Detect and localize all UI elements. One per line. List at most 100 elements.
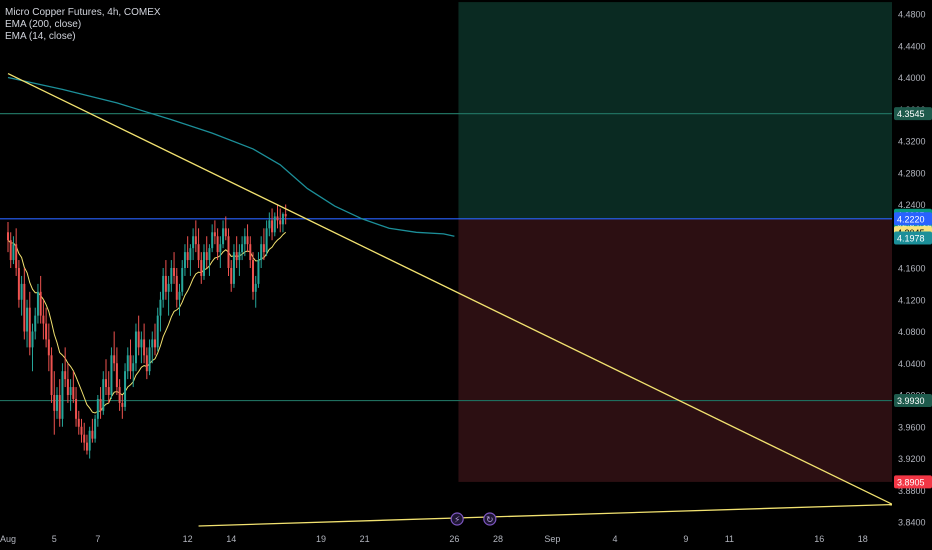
- candle-body: [96, 398, 99, 419]
- candle-body: [110, 355, 113, 395]
- candle-body: [252, 260, 254, 292]
- candle-body: [265, 228, 268, 253]
- candle-body: [36, 291, 39, 316]
- candle-body: [213, 232, 216, 237]
- candle-body: [77, 418, 80, 427]
- candle-body: [181, 268, 184, 292]
- x-tick-label: 16: [814, 534, 824, 544]
- loss-zone: [458, 218, 892, 482]
- y-tick-label: 4.3200: [898, 137, 926, 147]
- candle-body: [219, 244, 222, 253]
- candle-body: [222, 228, 225, 245]
- x-tick-label: 14: [226, 534, 236, 544]
- candle-body: [69, 387, 72, 395]
- candle-body: [284, 214, 287, 217]
- candle-body: [271, 220, 274, 233]
- candle-body: [203, 252, 205, 276]
- flash-return-icon-glyph: ↻: [486, 516, 494, 526]
- y-tick-label: 4.1200: [898, 295, 926, 305]
- candle-body: [192, 236, 195, 249]
- candle-body: [126, 355, 129, 372]
- y-tick-label: 3.8800: [898, 486, 926, 496]
- candle-body: [121, 402, 124, 407]
- candle-body: [230, 268, 233, 284]
- lightning-icon-glyph: ⚡: [454, 516, 460, 526]
- candle-body: [47, 339, 50, 356]
- candle-body: [129, 355, 132, 372]
- price-label: 3.9930: [897, 396, 925, 406]
- x-tick-label: 26: [449, 534, 459, 544]
- candle-body: [134, 331, 137, 364]
- candle-body: [173, 268, 176, 276]
- candle-body: [56, 395, 58, 411]
- candle-body: [260, 244, 263, 261]
- x-tick-label: 28: [493, 534, 503, 544]
- candle-body: [88, 430, 91, 451]
- ema-14-label[interactable]: EMA (14, close): [5, 31, 76, 42]
- candle-body: [118, 387, 121, 403]
- lightning-icon: [450, 512, 464, 526]
- price-label: 4.1978: [897, 233, 925, 243]
- candle-body: [28, 307, 31, 348]
- trendline-1: [198, 503, 892, 527]
- candle-body: [9, 240, 12, 261]
- ema-200-label[interactable]: EMA (200, close): [5, 19, 82, 30]
- price-label: 4.2220: [897, 214, 925, 224]
- y-tick-label: 4.4400: [898, 41, 926, 51]
- candle-body: [45, 323, 48, 340]
- candle-body: [205, 252, 208, 261]
- ema-200-line: [7, 76, 455, 237]
- price-label-bg: [894, 231, 932, 245]
- candle-body: [279, 220, 282, 225]
- x-tick-label: 9: [683, 534, 688, 544]
- candle-body: [39, 291, 42, 316]
- candle-body: [42, 315, 45, 324]
- price-label: 4.3545: [897, 109, 925, 119]
- candle-body: [132, 363, 135, 372]
- candle-body: [145, 355, 148, 372]
- candle-body: [281, 214, 284, 225]
- candle-body: [162, 275, 165, 300]
- candle-body: [15, 244, 18, 268]
- x-tick-label: Sep: [544, 534, 560, 544]
- candle-body: [151, 339, 154, 348]
- candle-body: [257, 260, 260, 284]
- candle-body: [31, 331, 34, 348]
- chart-legend: Micro Copper Futures, 4h, COMEX EMA (200…: [5, 7, 161, 43]
- x-tick-label: 19: [316, 534, 326, 544]
- candle-body: [154, 339, 156, 348]
- price-label-bg: [894, 107, 932, 121]
- y-tick-label: 4.2400: [898, 200, 926, 210]
- candle-body: [178, 291, 181, 300]
- y-tick-label: 4.1600: [898, 264, 926, 274]
- candle-body: [124, 371, 127, 407]
- candle-body: [26, 307, 29, 332]
- flash-return-icon: [483, 512, 497, 526]
- x-tick-label: 12: [183, 534, 193, 544]
- candle-body: [140, 339, 143, 348]
- y-tick-label: 4.4800: [898, 10, 926, 20]
- candle-body: [186, 252, 189, 261]
- candle-body: [232, 252, 235, 284]
- y-tick-label: 3.9200: [898, 454, 926, 464]
- candle-body: [211, 232, 214, 249]
- x-tick-label: 7: [95, 534, 100, 544]
- candle-body: [143, 339, 146, 356]
- x-tick-label: Aug: [0, 534, 16, 544]
- x-tick-label: 4: [613, 534, 618, 544]
- candle-body: [276, 216, 279, 221]
- ema-14-line: [7, 231, 287, 414]
- candle-body: [273, 216, 276, 233]
- candle-body: [216, 236, 219, 253]
- candle-body: [7, 232, 9, 241]
- symbol-title[interactable]: Micro Copper Futures, 4h, COMEX: [5, 7, 161, 18]
- candle-body: [85, 442, 88, 451]
- price-label-bg: [894, 394, 932, 408]
- candle-body: [167, 283, 170, 292]
- candle-body: [80, 426, 83, 435]
- x-tick-label: 11: [725, 534, 734, 544]
- candle-body: [200, 260, 203, 276]
- candle-body: [66, 379, 69, 395]
